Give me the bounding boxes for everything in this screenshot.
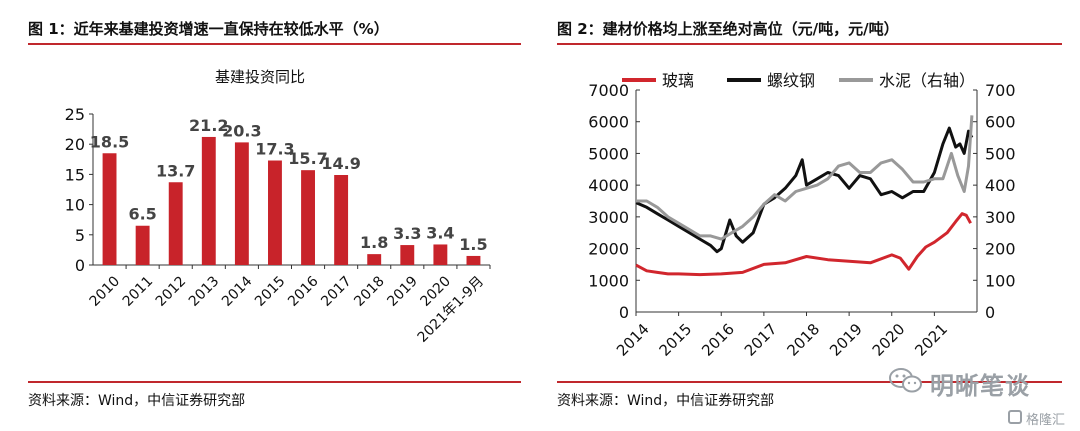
right-y-tick-label: 0 <box>985 303 995 322</box>
bar <box>102 153 117 265</box>
left-y-tick-label: 4000 <box>588 176 629 195</box>
right-source-note: 资料来源：Wind，中信证券研究部 <box>557 393 775 409</box>
left-y-tick-label: 1000 <box>588 271 629 290</box>
bar-value-label: 21.2 <box>189 116 228 135</box>
bar-value-label: 13.7 <box>156 161 195 180</box>
bar-value-label: 1.8 <box>360 233 388 252</box>
left-footer-rule <box>28 381 521 383</box>
bar <box>234 142 249 265</box>
bar <box>201 136 216 265</box>
left-y-tick-label: 6000 <box>588 113 629 132</box>
left-figure-title: 图 1：近年来基建投资增速一直保持在较低水平（%） <box>28 20 389 38</box>
left-y-tick-label: 0 <box>619 303 629 322</box>
glass-series-line <box>635 212 972 277</box>
watermark-text: 明晰笔谈 <box>930 372 1030 400</box>
right-title-rule <box>557 43 1062 45</box>
y-tick-label: 10 <box>65 196 85 215</box>
bar <box>367 254 382 265</box>
x-tick-label: 2015 <box>656 320 696 360</box>
right-y-tick-label: 500 <box>985 144 1016 163</box>
x-tick-label: 2021 <box>911 320 951 360</box>
bar <box>168 182 183 265</box>
bar <box>334 175 349 265</box>
legend-rebar-label: 螺纹钢 <box>767 71 815 90</box>
left-source-note: 资料来源：Wind，中信证券研究部 <box>28 393 246 409</box>
left-y-tick-label: 2000 <box>588 240 629 259</box>
bar-value-label: 18.5 <box>90 132 129 151</box>
bar-value-label: 3.4 <box>426 223 454 242</box>
right-footer-rule <box>557 381 1062 383</box>
right-y-tick-label: 700 <box>985 81 1016 100</box>
legend-glass-label: 玻璃 <box>662 71 694 90</box>
cement-series-line <box>636 115 974 241</box>
bar-value-label: 20.3 <box>222 121 261 140</box>
y-tick-label: 25 <box>65 105 85 124</box>
bar-value-label: 14.9 <box>321 154 360 173</box>
bar-value-label: 15.7 <box>288 149 327 168</box>
bar-value-label: 3.3 <box>393 224 421 243</box>
gelonghui-logo-icon <box>1008 410 1022 424</box>
bar-value-label: 1.5 <box>459 235 487 254</box>
building-materials-price-line-chart: 0 1000 2000 3000 4000 5000 6000 7000 0 100 200 300 4… <box>588 71 1016 360</box>
watermark-sub-text: 格隆汇 <box>1026 413 1066 428</box>
right-y-tick-label: 200 <box>985 240 1016 259</box>
right-y-tick-label: 300 <box>985 208 1016 227</box>
infrastructure-investment-bar-chart: 基建投资同比051015202518.520106.5201113.720122… <box>65 68 491 346</box>
x-tick-label: 2020 <box>869 320 909 360</box>
y-tick-label: 5 <box>75 226 85 245</box>
bar <box>433 244 448 265</box>
left-title-rule <box>28 43 521 45</box>
bar-value-label: 6.5 <box>128 205 156 224</box>
left-y-tick-label: 7000 <box>588 81 629 100</box>
bar <box>466 255 481 265</box>
x-tick-label: 2018 <box>784 320 824 360</box>
right-y-tick-label: 400 <box>985 176 1016 195</box>
x-tick-label: 2017 <box>741 320 781 360</box>
right-y-tick-label: 100 <box>985 271 1016 290</box>
bar <box>135 225 150 265</box>
x-tick-label: 2016 <box>698 320 738 360</box>
legend-cement-label: 水泥（右轴） <box>879 71 975 90</box>
bar <box>400 245 415 265</box>
bar <box>301 170 315 265</box>
bar <box>268 160 282 265</box>
left-y-tick-label: 3000 <box>588 208 629 227</box>
bar-value-label: 17.3 <box>255 140 294 159</box>
wechat-icon <box>889 368 922 393</box>
rebar-series-line <box>635 126 974 254</box>
x-tick-label: 2014 <box>613 320 653 360</box>
right-figure-title: 图 2：建材价格均上涨至绝对高位（元/吨，元/吨） <box>557 20 899 38</box>
y-tick-label: 0 <box>75 256 85 275</box>
y-tick-label: 20 <box>65 135 85 154</box>
y-tick-label: 15 <box>65 165 85 184</box>
bar-chart-title: 基建投资同比 <box>215 68 305 86</box>
right-y-tick-label: 600 <box>985 113 1016 132</box>
left-y-tick-label: 5000 <box>588 144 629 163</box>
x-tick-label: 2019 <box>826 320 866 360</box>
